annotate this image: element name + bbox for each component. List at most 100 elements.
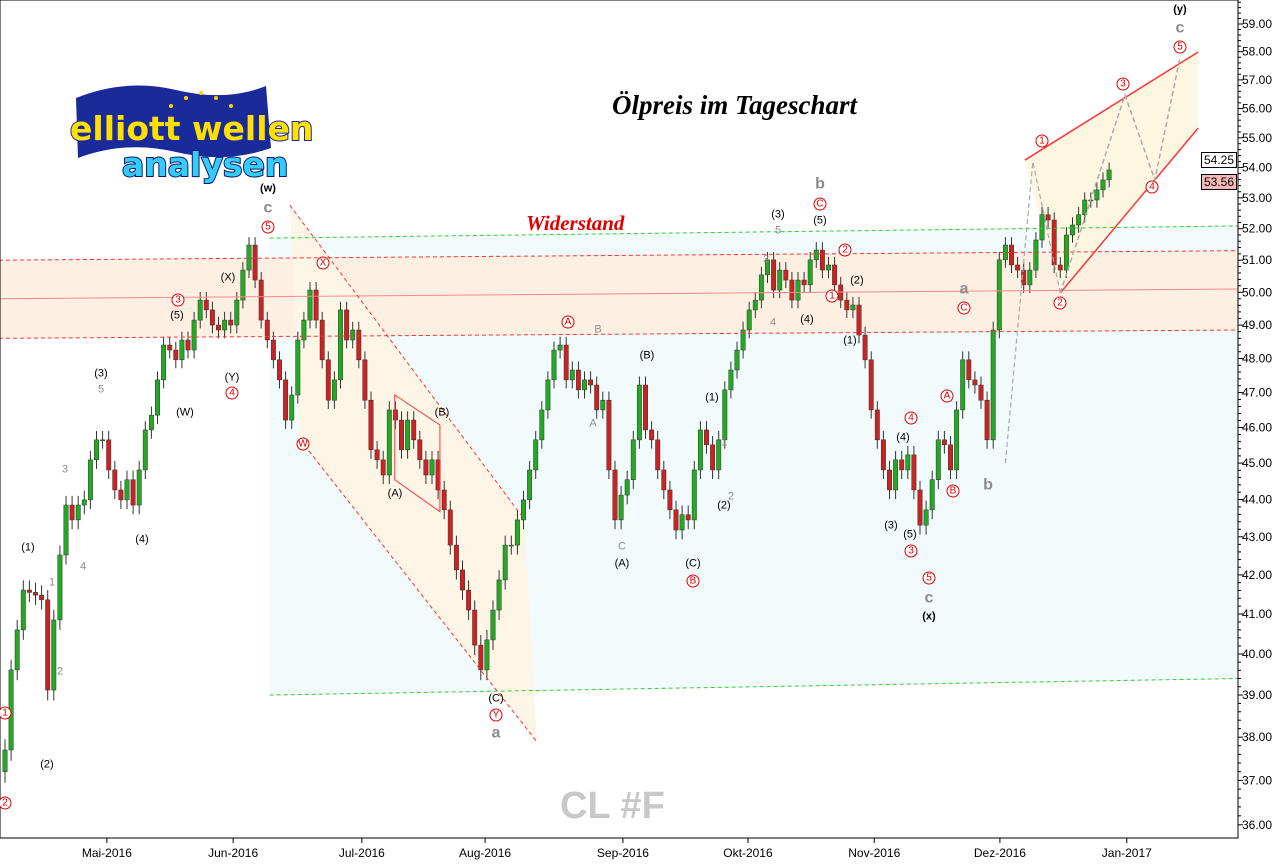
candle-body	[26, 589, 32, 593]
candle-body	[862, 334, 868, 361]
wave-label: (2)	[850, 274, 864, 287]
candle-body	[905, 454, 911, 471]
candle-body	[533, 439, 539, 471]
wave-label: (4)	[896, 431, 910, 444]
wave-label: c	[1175, 19, 1185, 37]
wave-label: (y)	[1173, 3, 1187, 16]
candle-body	[441, 489, 447, 511]
candle-body	[569, 369, 575, 381]
candle-body	[33, 592, 38, 596]
wave-label: C	[813, 197, 827, 211]
candle-body	[588, 379, 594, 386]
wave-label: 5	[922, 571, 936, 585]
candle-body	[386, 409, 392, 476]
candle-body	[819, 249, 825, 271]
candle-body	[1057, 264, 1063, 271]
candle-body	[594, 384, 600, 411]
candle-body	[228, 319, 234, 326]
wave-label: 3	[171, 293, 185, 307]
wave-label: B	[594, 323, 602, 336]
candle-body	[447, 509, 453, 546]
candle-body	[203, 299, 209, 311]
wave-label: 1	[0, 706, 12, 720]
x-tick-label: Sep-2016	[597, 846, 649, 860]
wave-label: 5	[261, 220, 275, 234]
candle-body	[81, 499, 87, 506]
wave-label: (4)	[800, 313, 814, 326]
wave-label: (3)	[94, 367, 108, 380]
candle-body	[1100, 179, 1106, 191]
resistance-mid-line	[0, 288, 1238, 300]
wave-label: (2)	[40, 758, 54, 771]
wave-label: c	[924, 589, 934, 607]
wave-label: b	[983, 476, 993, 494]
candle-body	[508, 544, 514, 547]
candle-body	[57, 554, 63, 621]
y-tick-label: 52.00	[1242, 222, 1272, 236]
wave-label: (4)	[135, 533, 149, 546]
candle-body	[697, 429, 703, 471]
wave-label: a	[959, 280, 969, 298]
wave-label: (3)	[771, 208, 785, 221]
candle-body	[362, 359, 368, 401]
candle-body	[106, 439, 112, 471]
y-tick-label: 48.00	[1242, 351, 1272, 365]
wave-label: (1)	[843, 334, 857, 347]
y-tick-label: 53.00	[1242, 191, 1272, 205]
y-tick-label: 44.00	[1242, 493, 1272, 507]
x-tick-label: Mai-2016	[82, 846, 132, 860]
candle-body	[283, 379, 289, 421]
wave-label: 4	[1145, 180, 1159, 194]
wedge-upper-line	[1024, 51, 1199, 161]
candle-body	[661, 469, 667, 491]
candle-body	[575, 369, 581, 391]
triangle-pattern	[394, 394, 441, 513]
y-tick-label: 50.00	[1242, 285, 1272, 299]
candle-body	[1063, 234, 1069, 271]
candle-body	[325, 359, 331, 401]
candle-body	[319, 319, 325, 361]
candle-body	[618, 494, 624, 521]
y-tick-label: 51.00	[1242, 253, 1272, 267]
candle-body	[722, 389, 728, 441]
candle-body	[710, 444, 716, 471]
candle-body	[20, 589, 26, 631]
candle-body	[301, 319, 307, 341]
candle-body	[826, 264, 831, 271]
candle-body	[69, 504, 75, 521]
candle-body	[679, 514, 685, 531]
candle-body	[978, 384, 984, 401]
candle-body	[1076, 214, 1082, 226]
candle-body	[94, 439, 99, 461]
candle-body	[655, 439, 661, 471]
candle-body	[649, 429, 655, 441]
candle-body	[765, 259, 770, 276]
candle-body	[850, 304, 856, 311]
wave-label: (1)	[21, 541, 35, 554]
candle-body	[1021, 269, 1027, 286]
candle-body	[1033, 239, 1039, 271]
wave-label: 3	[762, 253, 770, 266]
candle-body	[246, 244, 252, 271]
candle-body	[350, 329, 356, 341]
wave-label: (A)	[387, 487, 403, 500]
candle-body	[270, 339, 276, 361]
wave-label: b	[815, 175, 825, 193]
resistance-label: Widerstand	[526, 211, 625, 235]
candle-body	[807, 259, 813, 286]
candle-body	[1015, 264, 1021, 271]
candle-body	[740, 329, 746, 351]
support-upper-line	[269, 225, 1238, 239]
candle-body	[331, 379, 337, 401]
candle-body	[307, 289, 313, 321]
price-tag-last: 53.56	[1200, 174, 1237, 190]
wave-label: 5	[1173, 40, 1187, 54]
candle-body	[868, 359, 874, 411]
candle-body	[472, 609, 478, 646]
candle-body	[685, 514, 691, 521]
candle-body	[130, 479, 136, 506]
candle-body	[173, 349, 179, 361]
candle-body	[1094, 189, 1100, 201]
candle-body	[1070, 224, 1075, 236]
candle-body	[289, 394, 295, 421]
